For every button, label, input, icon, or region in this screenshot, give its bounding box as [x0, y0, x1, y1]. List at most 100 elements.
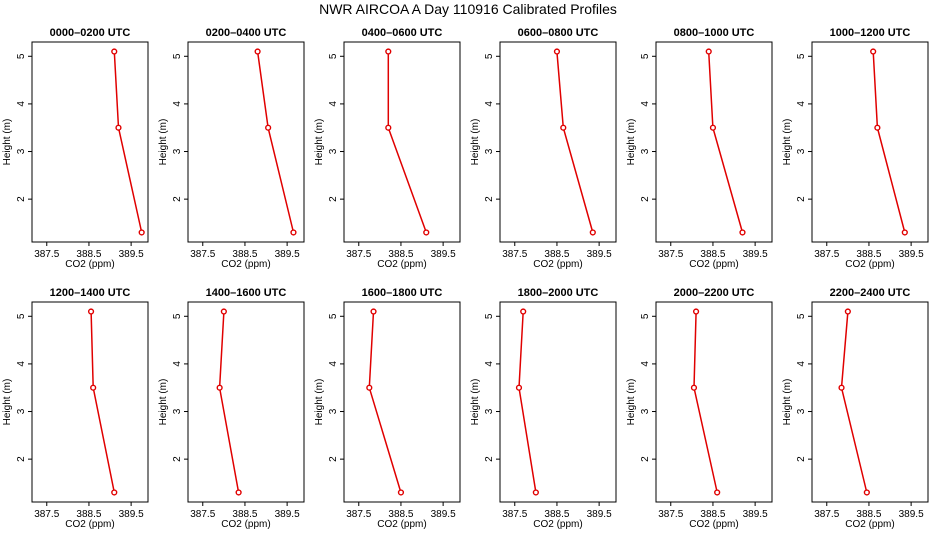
y-tick-label: 5: [484, 53, 495, 59]
y-tick-label: 4: [640, 101, 651, 107]
profile-panel-7: 1200–1400 UTC 387.5 388.5 389.5 2 3 4 5 CO2 (ppm…: [2, 287, 149, 530]
y-tick-label: 5: [172, 53, 183, 59]
x-tick-label: 387.5: [658, 249, 683, 260]
x-tick-label: 387.5: [346, 249, 371, 260]
data-point: [235, 489, 242, 496]
data-point: [385, 48, 392, 55]
panel-title: 2200–2400 UTC: [830, 287, 911, 299]
x-tick-label: 389.5: [431, 249, 456, 260]
profile-panel-4: 0600–0800 UTC 387.5 388.5 389.5 2 3 4 5 CO2 (ppm…: [470, 27, 617, 270]
plot-frame: [31, 41, 149, 243]
y-axis-label: Height (m): [782, 119, 793, 166]
x-axis-label: CO2 (ppm): [689, 259, 738, 270]
data-point: [709, 124, 717, 131]
y-tick-label: 3: [328, 148, 339, 154]
x-tick-label: 388.5: [388, 249, 413, 260]
plot-frame: [187, 41, 305, 243]
y-tick-label: 5: [16, 313, 27, 319]
profile-panel-10: 1800–2000 UTC 387.5 388.5 389.5 2 3 4 5 CO2 (ppm…: [470, 287, 617, 530]
data-point: [423, 229, 430, 236]
y-tick-label: 4: [16, 101, 27, 107]
panel-title: 1000–1200 UTC: [830, 27, 911, 39]
data-point: [87, 308, 95, 315]
panel-title: 2000–2200 UTC: [674, 287, 755, 299]
x-axis-label: CO2 (ppm): [221, 259, 270, 270]
plot-frame: [499, 301, 617, 503]
profile-panel-6: 1000–1200 UTC 387.5 388.5 389.5 2 3 4 5 CO2 (ppm…: [782, 27, 929, 270]
x-axis-label: CO2 (ppm): [65, 259, 114, 270]
y-tick-label: 2: [328, 456, 339, 462]
x-tick-label: 387.5: [34, 509, 59, 520]
data-point: [111, 489, 118, 496]
panel-title: 1800–2000 UTC: [518, 287, 599, 299]
x-tick-label: 388.5: [856, 509, 881, 520]
panel-title: 1600–1800 UTC: [362, 287, 443, 299]
x-tick-label: 388.5: [700, 249, 725, 260]
data-point: [844, 308, 851, 315]
y-tick-label: 4: [484, 361, 495, 367]
y-tick-label: 3: [640, 408, 651, 414]
y-axis-label: Height (m): [314, 379, 325, 426]
plot-frame: [343, 301, 461, 503]
data-point: [714, 489, 721, 496]
x-tick-label: 387.5: [502, 249, 527, 260]
x-tick-label: 388.5: [544, 249, 569, 260]
x-tick-label: 387.5: [346, 509, 371, 520]
data-point: [838, 384, 845, 391]
y-tick-label: 3: [796, 408, 807, 414]
y-tick-label: 3: [484, 148, 495, 154]
panel-title: 0000–0200 UTC: [50, 27, 131, 39]
plot-frame: [499, 41, 617, 243]
y-tick-label: 3: [796, 148, 807, 154]
y-tick-label: 3: [640, 148, 651, 154]
data-point: [515, 384, 523, 391]
x-tick-label: 389.5: [899, 509, 924, 520]
y-tick-label: 2: [172, 456, 183, 462]
data-point: [553, 48, 561, 55]
data-point: [690, 384, 698, 391]
data-point: [254, 48, 261, 55]
y-tick-label: 5: [484, 313, 495, 319]
y-axis-label: Height (m): [470, 119, 481, 166]
data-point: [705, 48, 712, 55]
x-axis-label: CO2 (ppm): [221, 519, 270, 530]
x-tick-label: 387.5: [658, 509, 683, 520]
data-point: [385, 124, 392, 131]
y-axis-label: Height (m): [626, 119, 637, 166]
x-tick-label: 388.5: [76, 509, 101, 520]
plot-frame: [343, 41, 461, 243]
x-axis-label: CO2 (ppm): [65, 519, 114, 530]
x-tick-label: 387.5: [190, 509, 215, 520]
x-axis-label: CO2 (ppm): [533, 259, 582, 270]
y-tick-label: 5: [172, 313, 183, 319]
x-tick-label: 389.5: [587, 509, 612, 520]
x-tick-label: 389.5: [587, 249, 612, 260]
data-point: [216, 384, 223, 391]
data-point: [901, 229, 908, 236]
profile-panel-9: 1600–1800 UTC 387.5 388.5 389.5 2 3 4 5 CO2 (ppm…: [314, 287, 461, 530]
y-axis-label: Height (m): [158, 119, 169, 166]
data-point: [532, 489, 539, 496]
x-tick-label: 388.5: [388, 509, 413, 520]
y-tick-label: 2: [640, 196, 651, 202]
x-tick-label: 389.5: [275, 249, 300, 260]
data-point: [370, 308, 377, 315]
x-axis-label: CO2 (ppm): [533, 519, 582, 530]
y-tick-label: 2: [16, 196, 27, 202]
x-tick-label: 388.5: [700, 509, 725, 520]
plot-frame: [655, 41, 773, 243]
y-tick-label: 3: [172, 148, 183, 154]
x-tick-label: 389.5: [275, 509, 300, 520]
x-tick-label: 387.5: [502, 509, 527, 520]
y-tick-label: 5: [640, 53, 651, 59]
y-tick-label: 3: [328, 408, 339, 414]
y-tick-label: 4: [172, 361, 183, 367]
panel-title: 0800–1000 UTC: [674, 27, 755, 39]
y-tick-label: 2: [172, 196, 183, 202]
y-tick-label: 2: [640, 456, 651, 462]
y-axis-label: Height (m): [782, 379, 793, 426]
data-point: [290, 229, 297, 236]
y-axis-label: Height (m): [2, 119, 13, 166]
data-point: [692, 308, 700, 315]
